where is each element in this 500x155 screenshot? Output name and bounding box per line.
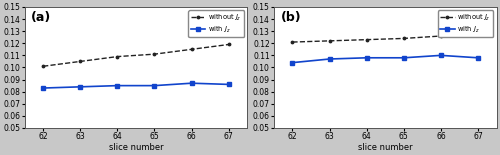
Text: (b): (b) [280,11,301,24]
without $J_z$ [401,38,407,39]
with $J_z$ [364,57,370,59]
with $J_z$ [438,54,444,56]
without $J_z$ [40,65,46,67]
without $J_z$ [114,56,120,58]
with $J_z$ [290,62,296,64]
without $J_z$ [475,33,481,35]
with $J_z$ [114,85,120,86]
without $J_z$ [290,41,296,43]
Line: with $J_z$: with $J_z$ [290,53,480,65]
Line: without $J_z$: without $J_z$ [290,31,480,44]
with $J_z$ [475,57,481,59]
without $J_z$ [364,39,370,41]
with $J_z$ [78,86,84,88]
Legend: without $J_z$, with $J_z$: without $J_z$, with $J_z$ [438,10,493,37]
with $J_z$ [226,84,232,85]
without $J_z$ [226,44,232,45]
X-axis label: slice number: slice number [108,143,163,152]
without $J_z$ [188,48,194,50]
without $J_z$ [152,53,158,55]
Legend: without $J_z$, with $J_z$: without $J_z$, with $J_z$ [188,10,244,37]
with $J_z$ [188,82,194,84]
with $J_z$ [401,57,407,59]
Text: (a): (a) [32,11,52,24]
without $J_z$ [326,40,332,42]
without $J_z$ [438,35,444,37]
with $J_z$ [152,85,158,86]
with $J_z$ [40,87,46,89]
without $J_z$ [78,60,84,62]
Line: with $J_z$: with $J_z$ [41,81,230,90]
Line: without $J_z$: without $J_z$ [41,42,231,69]
with $J_z$ [326,58,332,60]
X-axis label: slice number: slice number [358,143,412,152]
